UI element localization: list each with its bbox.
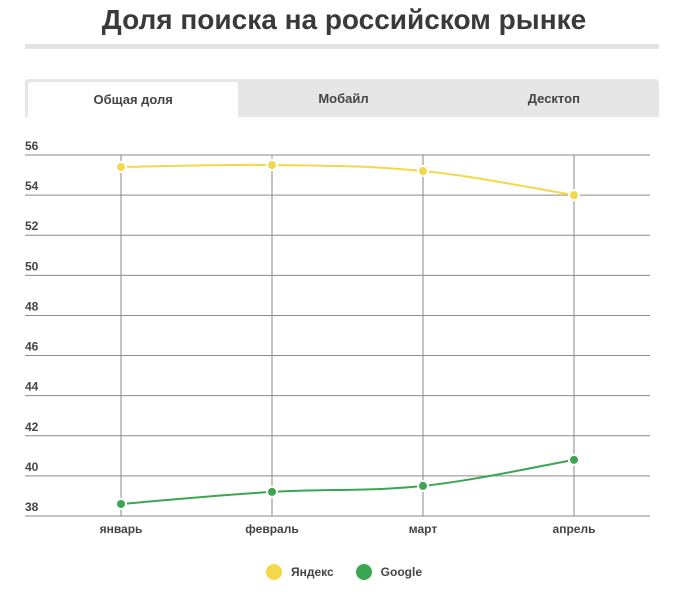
- series-line-google: [120, 458, 575, 505]
- data-point-yandex-1[interactable]: [266, 159, 278, 172]
- tab-mobile[interactable]: Мобайл: [318, 90, 369, 106]
- legend-marker-google: [355, 564, 372, 580]
- legend-label-yandex: Яндекс: [290, 565, 334, 579]
- y-tick-label: 38: [25, 500, 39, 514]
- tab-desktop[interactable]: Десктоп: [527, 90, 580, 106]
- data-point-yandex-0[interactable]: [115, 161, 127, 174]
- legend-item-yandex[interactable]: Яндекс: [265, 564, 334, 580]
- legend-label-google: Google: [380, 565, 423, 579]
- x-tick-label: январь: [100, 522, 143, 536]
- tab-bar: Общая доля Мобайл Десктоп: [25, 79, 659, 117]
- tab-total-share[interactable]: Общая доля: [28, 82, 239, 117]
- y-tick-label: 56: [25, 139, 39, 153]
- data-point-google-1[interactable]: [266, 485, 278, 498]
- legend-marker-yandex: [265, 564, 282, 580]
- x-tick-label: апрель: [553, 522, 596, 536]
- title-divider: [25, 44, 659, 49]
- x-tick-label: март: [409, 522, 438, 536]
- data-point-google-0[interactable]: [115, 497, 127, 510]
- data-point-google-3[interactable]: [568, 453, 580, 466]
- data-point-google-2[interactable]: [417, 479, 429, 492]
- y-tick-label: 44: [25, 380, 39, 394]
- x-tick-label: февраль: [245, 522, 298, 536]
- data-point-yandex-2[interactable]: [417, 165, 429, 178]
- chart-legend: Яндекс Google: [0, 560, 688, 584]
- legend-item-google[interactable]: Google: [355, 564, 423, 580]
- y-tick-label: 54: [25, 179, 39, 193]
- y-tick-label: 52: [25, 219, 39, 233]
- data-point-yandex-3[interactable]: [568, 189, 580, 202]
- y-tick-label: 42: [25, 420, 39, 434]
- y-tick-label: 40: [25, 460, 39, 474]
- y-tick-label: 48: [25, 299, 39, 313]
- line-chart: 38 40 42 44 46 48 50 52 54 56 январь февраль март апр…: [25, 139, 650, 536]
- y-tick-label: 46: [25, 340, 39, 354]
- y-tick-label: 50: [25, 259, 39, 273]
- page-title: Доля поиска на российском рынке: [101, 4, 587, 35]
- series-line-yandex: [120, 163, 575, 197]
